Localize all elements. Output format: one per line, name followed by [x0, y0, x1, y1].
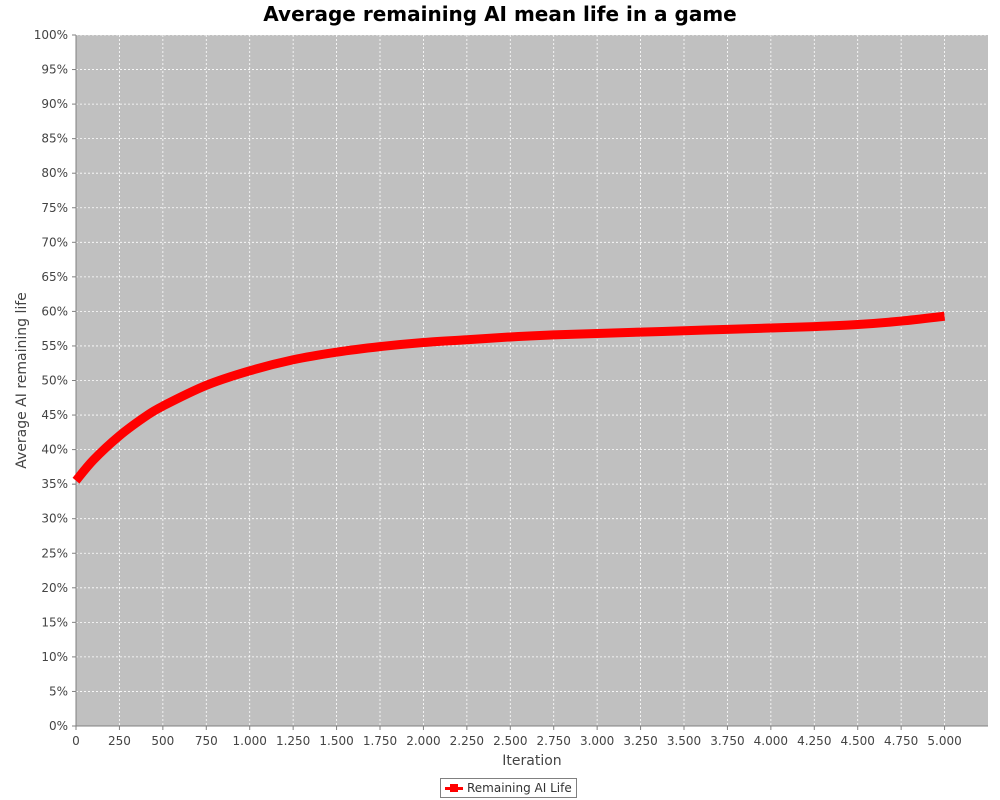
x-tick-label: 2.000 [406, 734, 440, 748]
series-layer [72, 311, 946, 484]
x-tick-label: 4.000 [754, 734, 788, 748]
x-tick-label: 3.250 [623, 734, 657, 748]
x-tick-label: 2.750 [537, 734, 571, 748]
y-tick-label: 90% [41, 97, 68, 111]
x-tick-label: 1.500 [319, 734, 353, 748]
y-tick-label: 0% [49, 719, 68, 733]
x-tick-label: 250 [108, 734, 131, 748]
y-tick-label: 65% [41, 270, 68, 284]
x-tick-label: 2.500 [493, 734, 527, 748]
y-tick-label: 95% [41, 63, 68, 77]
x-tick-label: 4.500 [841, 734, 875, 748]
series-line [72, 311, 946, 484]
y-tick-label: 80% [41, 166, 68, 180]
gridlines [76, 34, 988, 726]
y-tick-label: 50% [41, 374, 68, 388]
y-tick-label: 10% [41, 650, 68, 664]
y-tick-label: 55% [41, 339, 68, 353]
y-tick-label: 5% [49, 684, 68, 698]
x-tick-label: 500 [151, 734, 174, 748]
legend-label: Remaining AI Life [467, 781, 572, 795]
y-tick-label: 30% [41, 512, 68, 526]
x-tick-label: 3.000 [580, 734, 614, 748]
y-tick-label: 85% [41, 132, 68, 146]
x-tick-label: 2.250 [450, 734, 484, 748]
y-tick-label: 20% [41, 581, 68, 595]
x-tick-label: 1.000 [233, 734, 267, 748]
x-tick-label: 4.750 [884, 734, 918, 748]
x-tick-label: 1.250 [276, 734, 310, 748]
chart-title: Average remaining AI mean life in a game [263, 2, 737, 26]
legend: Remaining AI Life [440, 778, 577, 798]
x-tick-label: 3.750 [710, 734, 744, 748]
y-tick-label: 75% [41, 201, 68, 215]
legend-swatch-icon [445, 782, 463, 794]
x-tick-label: 1.750 [363, 734, 397, 748]
x-tick-label: 4.250 [797, 734, 831, 748]
x-tick-label: 750 [195, 734, 218, 748]
y-tick-label: 70% [41, 235, 68, 249]
x-axis-label: Iteration [502, 753, 561, 769]
y-tick-label: 100% [34, 28, 68, 42]
x-tick-label: 5.000 [927, 734, 961, 748]
y-tick-label: 60% [41, 304, 68, 318]
y-axis-label: Average AI remaining life [14, 292, 30, 469]
x-tick-label: 3.500 [667, 734, 701, 748]
axes: 0% 5% 10% 15% 20% 25% 30% 35% 40% 45% 50% 55% 60% 65%… [34, 28, 988, 748]
y-tick-label: 40% [41, 443, 68, 457]
y-tick-label: 15% [41, 615, 68, 629]
y-tick-label: 25% [41, 546, 68, 560]
x-tick-label: 0 [72, 734, 80, 748]
y-tick-label: 35% [41, 477, 68, 491]
y-tick-label: 45% [41, 408, 68, 422]
